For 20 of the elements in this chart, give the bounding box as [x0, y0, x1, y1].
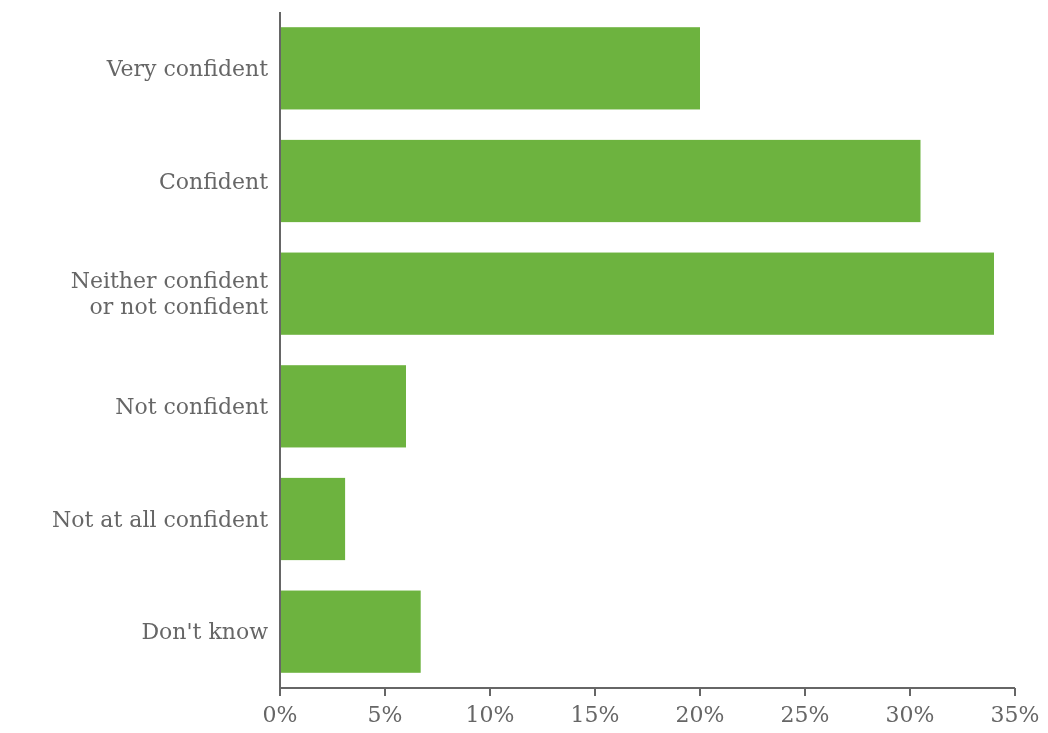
x-tick-label: 30%: [885, 702, 935, 727]
x-tick-label: 20%: [675, 702, 725, 727]
y-tick-label: Not at all confident: [52, 506, 269, 532]
x-tick-label: 0%: [262, 702, 298, 727]
bar: [280, 365, 406, 448]
y-tick-label: Neither confident or not confident: [70, 268, 269, 320]
y-tick-label: Not confident: [115, 394, 269, 420]
bar: [280, 252, 994, 335]
bar: [280, 27, 700, 110]
y-tick-label: Don't know: [141, 619, 269, 645]
bar: [280, 477, 346, 561]
x-tick-label: 15%: [570, 702, 620, 727]
x-tick-label: 10%: [465, 702, 515, 727]
x-tick-label: 25%: [780, 702, 830, 727]
bar: [280, 590, 421, 673]
x-tick-label: 5%: [367, 702, 403, 727]
bar: [280, 139, 921, 223]
y-tick-label: Very confident: [105, 56, 269, 82]
y-tick-label: Confident: [158, 168, 269, 194]
x-tick-label: 35%: [990, 702, 1040, 727]
